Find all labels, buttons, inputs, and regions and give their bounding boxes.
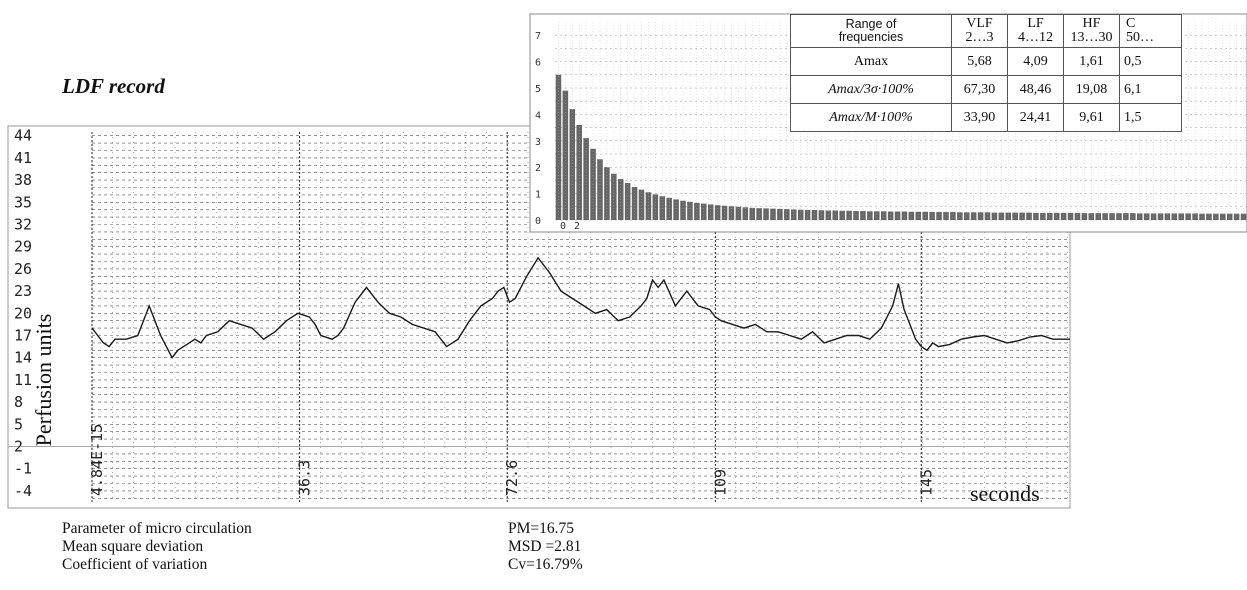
- table-cell: 0,5: [1119, 47, 1182, 76]
- y-tick-label: 14: [14, 349, 32, 367]
- y-tick-label: 41: [14, 149, 32, 167]
- spectrum-y-tick: 5: [535, 84, 541, 95]
- y-tick-label: 38: [14, 171, 32, 189]
- y-tick-label: 2: [14, 438, 23, 456]
- y-tick-label: 29: [14, 238, 32, 256]
- parameter-name: Mean square deviation: [62, 538, 204, 555]
- parameter-value: Cv=16.79%: [508, 556, 583, 573]
- parameter-row: Coefficient of variation Cv=16.79%: [62, 556, 762, 574]
- column-range: 50…: [1126, 30, 1154, 45]
- table-column-header: C 50…: [1119, 14, 1182, 48]
- parameters-list: Parameter of micro circulation PM=16.75 …: [62, 520, 762, 574]
- table-header-row: Range of frequencies VLF 2…3 LF 4…12 HF 13……: [790, 14, 1182, 48]
- spectrum-x-tick: 2: [574, 221, 580, 232]
- x-tick-label: 109: [711, 469, 729, 496]
- parameter-row: Mean square deviation MSD =2.81: [62, 538, 762, 556]
- y-tick-label: 26: [14, 260, 32, 278]
- table-cell: 48,46: [1007, 75, 1064, 104]
- parameter-name: Coefficient of variation: [62, 556, 208, 573]
- y-tick-label: 44: [14, 127, 32, 145]
- y-tick-label: 23: [14, 282, 32, 300]
- table-header-line: Range of: [845, 17, 897, 31]
- y-tick-label: 35: [14, 193, 32, 211]
- parameter-row: Parameter of micro circulation PM=16.75: [62, 520, 762, 538]
- column-name: VLF: [966, 16, 993, 31]
- chart-title: LDF record: [62, 74, 165, 98]
- y-tick-label: 17: [14, 327, 32, 345]
- x-tick-label: 36.3: [296, 460, 314, 496]
- column-name: C: [1126, 16, 1136, 31]
- table-header-line: frequencies: [838, 30, 904, 44]
- spectrum-y-tick: 2: [535, 163, 541, 174]
- series-line: [91, 256, 1070, 359]
- table-row: Amax/3σ·100% 67,30 48,46 19,08 6,1: [790, 75, 1182, 104]
- x-axis-units: seconds: [970, 481, 1040, 506]
- table-cell: 19,08: [1063, 75, 1120, 104]
- parameter-value: PM=16.75: [508, 520, 575, 537]
- column-name: HF: [1082, 16, 1101, 31]
- column-range: 13…30: [1070, 30, 1113, 45]
- x-tick-label: 72.6: [503, 460, 521, 496]
- table-row-label: Amax/M·100%: [790, 103, 952, 132]
- table-cell: 1,61: [1063, 47, 1120, 76]
- y-tick-label: 32: [14, 216, 32, 234]
- table-cell: 33,90: [951, 103, 1008, 132]
- table-cell: 24,41: [1007, 103, 1064, 132]
- x-tick-label: 145: [917, 469, 935, 496]
- column-range: 4…12: [1018, 30, 1053, 45]
- spectrum-y-tick: 0: [535, 216, 541, 227]
- column-name: LF: [1027, 16, 1044, 31]
- table-row-label: Amax/3σ·100%: [790, 75, 952, 104]
- table-cell: 67,30: [951, 75, 1008, 104]
- x-tick-label: 4.84E-15: [88, 424, 106, 496]
- y-tick-label: 11: [14, 371, 32, 389]
- y-tick-label: -1: [14, 460, 32, 478]
- parameter-value: MSD =2.81: [508, 538, 582, 555]
- parameter-name: Parameter of micro circulation: [62, 520, 252, 537]
- spectrum-y-tick: 6: [535, 58, 541, 69]
- spectrum-y-tick: 1: [535, 190, 541, 201]
- y-tick-label: 8: [14, 393, 23, 411]
- table-column-header: HF 13…30: [1063, 14, 1120, 48]
- table-header-label: Range of frequencies: [790, 14, 952, 48]
- table-row: Amax 5,68 4,09 1,61 0,5: [790, 47, 1182, 76]
- spectrum-y-tick: 4: [535, 110, 541, 121]
- table-row: Amax/M·100% 33,90 24,41 9,61 1,5: [790, 103, 1182, 132]
- table-cell: 6,1: [1119, 75, 1182, 104]
- y-tick-label: -4: [14, 482, 32, 500]
- table-cell: 4,09: [1007, 47, 1064, 76]
- spectrum-y-tick: 3: [535, 137, 541, 148]
- frequency-table: Range of frequencies VLF 2…3 LF 4…12 HF 13……: [790, 14, 1182, 132]
- spectrum-y-tick: 7: [535, 31, 541, 42]
- table-column-header: LF 4…12: [1007, 14, 1064, 48]
- y-tick-label: 20: [14, 304, 32, 322]
- table-row-label: Amax: [790, 47, 952, 76]
- spectrum-x-tick: 0: [560, 221, 566, 232]
- table-cell: 9,61: [1063, 103, 1120, 132]
- column-range: 2…3: [965, 30, 994, 45]
- table-column-header: VLF 2…3: [951, 14, 1008, 48]
- table-cell: 5,68: [951, 47, 1008, 76]
- y-tick-label: 5: [14, 415, 23, 433]
- table-cell: 1,5: [1119, 103, 1182, 132]
- frequency-table-panel: Range of frequencies VLF 2…3 LF 4…12 HF 13……: [790, 14, 1247, 134]
